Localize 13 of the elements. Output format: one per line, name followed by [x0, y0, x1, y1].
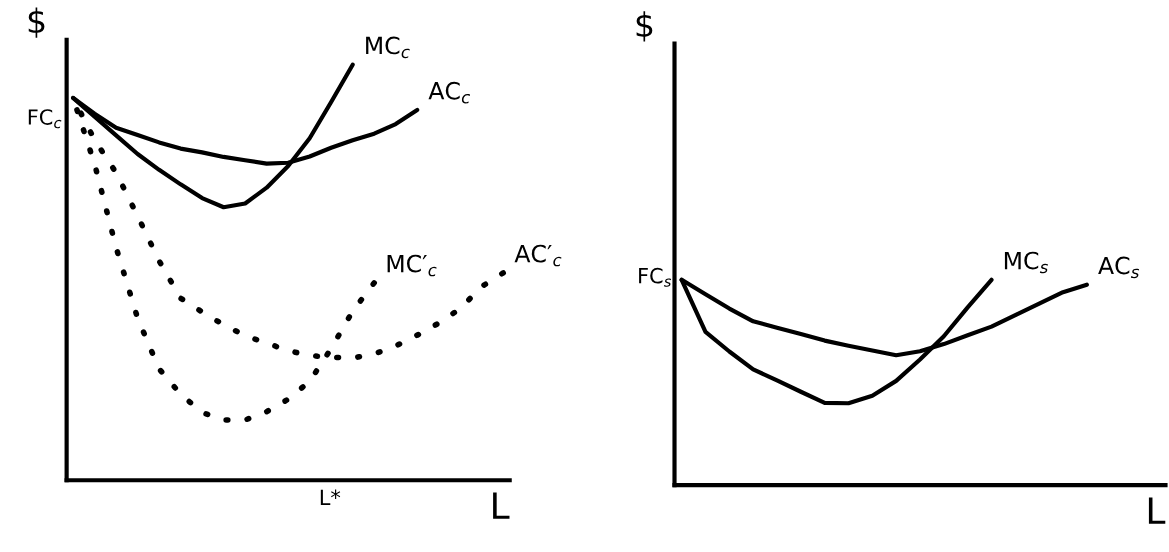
y-axis-title: $ — [28, 7, 45, 38]
x-axis-title: L — [493, 492, 510, 519]
text: FC$_{s}$ — [639, 267, 672, 287]
series-label: MC′$_{c}$ — [387, 254, 437, 277]
series-label: MC$_{s}$ — [1004, 251, 1048, 274]
series-label: AC′$_{c}$ — [514, 244, 562, 267]
text: L* — [320, 489, 341, 505]
y-axis-title: $ — [636, 11, 653, 42]
text: FC$_{c}$ — [28, 109, 62, 129]
series-label: AC$_{s}$ — [1098, 256, 1140, 279]
series-label: AC$_{c}$ — [428, 81, 471, 104]
x-axis-title: L — [1148, 497, 1166, 524]
series-label: MC$_{c}$ — [366, 36, 410, 59]
